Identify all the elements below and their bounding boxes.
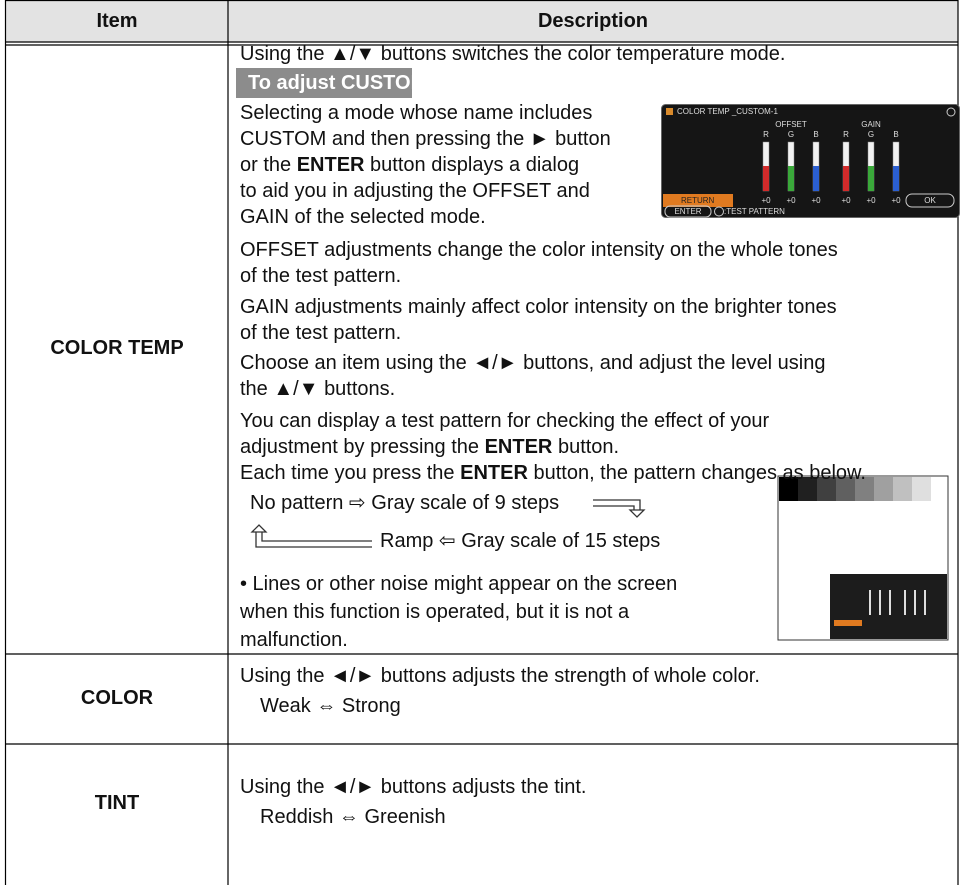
dialog-text: +0 <box>761 196 771 205</box>
ok-button <box>905 193 955 208</box>
text: Using the ▲/▼ buttons switches the color… <box>240 43 786 65</box>
dialog-text: R <box>843 130 849 139</box>
slider-fill <box>843 166 849 191</box>
text-run: Each time you press the <box>240 462 461 484</box>
text-line: of the test pattern. <box>240 320 401 346</box>
text-run: when this function is operated, but it i… <box>240 601 630 623</box>
slider-fill <box>868 166 874 191</box>
text-run: CUSTOM and then pressing the ► button <box>240 128 611 150</box>
text-run: OFFSET adjustments change the color inte… <box>240 239 838 261</box>
enter-pill <box>664 205 712 218</box>
text-run: • Lines or other noise might appear on t… <box>240 573 678 595</box>
text: Weak ⇔ Strong <box>260 695 401 717</box>
text-line: Selecting a mode whose name includes <box>240 100 592 126</box>
text-line: Choose an item using the ◄/► buttons, an… <box>240 350 826 376</box>
dialog-text: B <box>813 130 818 139</box>
text: Using the ◄/► buttons adjusts the streng… <box>240 665 760 687</box>
hint-icon <box>714 206 724 217</box>
text-run: or the <box>240 154 297 176</box>
slider-fill <box>763 166 769 191</box>
text-line: to aid you in adjusting the OFFSET and <box>240 178 590 204</box>
dialog-text: G <box>788 130 794 139</box>
dialog-icon <box>666 108 673 115</box>
text-run: button displays a dialog <box>364 154 580 176</box>
subheading: To adjust CUSTOM <box>248 72 428 94</box>
text-run: GAIN adjustments mainly affect color int… <box>240 296 837 318</box>
dialog-text: +0 <box>786 196 796 205</box>
bold-run: ENTER <box>484 436 553 458</box>
dialog-bg <box>661 104 960 218</box>
text-line: or the ENTER button displays a dialog <box>240 152 579 178</box>
text-line: You can display a test pattern for check… <box>240 408 769 434</box>
text-line: Each time you press the ENTER button, th… <box>240 460 866 486</box>
text-line: when this function is operated, but it i… <box>240 599 629 625</box>
subheading-bg <box>236 68 412 98</box>
bold-run: ENTER <box>296 154 365 176</box>
dialog-text: COLOR TEMP _CUSTOM-1 <box>677 107 778 116</box>
dialog-text: +0 <box>866 196 876 205</box>
dialog-text: ENTER <box>674 207 701 216</box>
return-button <box>663 194 733 207</box>
text: No pattern ⇨ Gray scale of 9 steps <box>250 492 560 514</box>
text-run: button, the pattern changes as below. <box>527 462 866 484</box>
text: Ramp ⇦ Gray scale of 15 steps <box>380 530 661 552</box>
text-run: of the test pattern. <box>240 322 402 344</box>
dialog-text: OK <box>924 196 936 205</box>
dialog-text: R <box>763 130 769 139</box>
dialog-text: B <box>893 130 898 139</box>
text-run: Choose an item using the ◄/► buttons, an… <box>240 352 826 374</box>
dialog-text: :TEST PATTERN <box>724 207 785 216</box>
text-run: malfunction. <box>240 629 348 651</box>
dialog-text: +0 <box>811 196 821 205</box>
text-line: malfunction. <box>240 627 348 653</box>
text-line: adjustment by pressing the ENTER button. <box>240 434 619 460</box>
slider-fill <box>813 166 819 191</box>
dialog-text: OFFSET <box>775 120 807 129</box>
text-line: CUSTOM and then pressing the ► button <box>240 126 611 152</box>
text-run: the ▲/▼ buttons. <box>240 378 396 400</box>
text-run: of the test pattern. <box>240 265 402 287</box>
header-bg <box>5 0 958 42</box>
dialog-icon <box>946 107 956 117</box>
text-line: of the test pattern. <box>240 263 401 289</box>
dialog-text: G <box>868 130 874 139</box>
sequence-arrows <box>250 499 646 548</box>
dialog-text: RETURN <box>681 196 715 205</box>
text-run: to aid you in adjusting the OFFSET and <box>240 180 590 202</box>
bold-run: ENTER <box>460 462 528 484</box>
text-run: adjustment by pressing the <box>240 436 485 458</box>
text-line: • Lines or other noise might appear on t… <box>240 571 677 597</box>
text-line: OFFSET adjustments change the color inte… <box>240 237 838 263</box>
text-run: button. <box>552 436 620 458</box>
text: Reddish ⇔ Greenish <box>260 806 446 828</box>
slider-fill <box>893 166 899 191</box>
text-line: GAIN adjustments mainly affect color int… <box>240 294 837 320</box>
slider-fill <box>788 166 794 191</box>
text-run: Selecting a mode whose name includes <box>240 102 593 124</box>
text-line: the ▲/▼ buttons. <box>240 376 395 402</box>
dialog-text: GAIN <box>861 120 881 129</box>
text-line: GAIN of the selected mode. <box>240 204 486 230</box>
text-run: GAIN of the selected mode. <box>240 206 486 228</box>
text: Using the ◄/► buttons adjusts the tint. <box>240 776 587 798</box>
osd-dialog: COLOR TEMP _CUSTOM-1 OFFSET GAIN R +0 G +0 B +0 R… <box>661 104 960 218</box>
test-pattern-image <box>777 475 949 641</box>
text-run: You can display a test pattern for check… <box>240 410 770 432</box>
dialog-text: +0 <box>841 196 851 205</box>
dialog-text: +0 <box>891 196 901 205</box>
